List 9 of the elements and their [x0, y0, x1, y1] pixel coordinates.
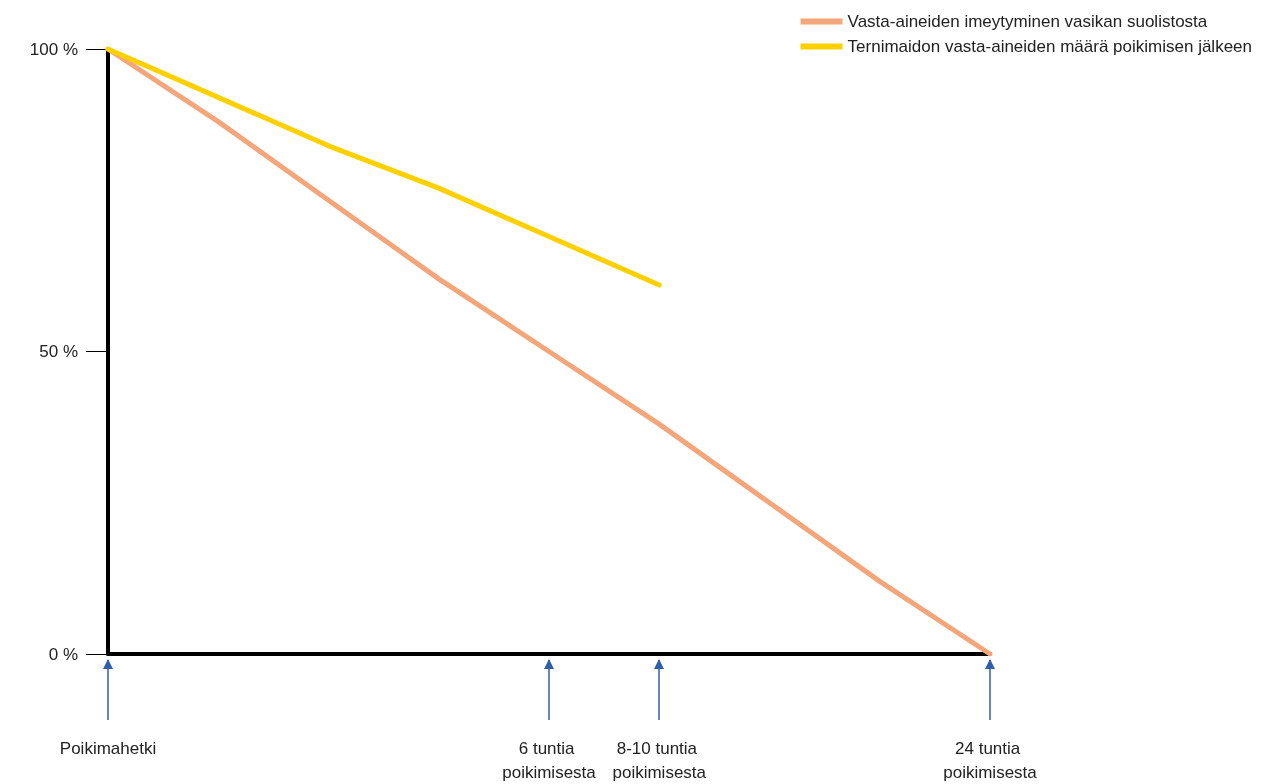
y-tick-label: 50 % — [39, 342, 78, 361]
x-tick-label: Poikimahetki — [59, 738, 157, 758]
y-tick-label: 0 % — [48, 644, 78, 664]
x-tick-label: 24 tuntia poikimisesta — [943, 738, 1038, 782]
legend-label: Vasta-aineiden imeytyminen vasikan suolistosta — [847, 12, 1208, 31]
x-tick-label: 8-10 tuntia poikimisesta — [612, 738, 707, 782]
legend-label: Ternimaidon vasta-aineiden määrä poikimisen jälkeen — [847, 37, 1253, 56]
x-tick-label: 6 tuntia poikimisesta — [502, 738, 597, 782]
y-tick-label: 100 % — [29, 39, 78, 59]
